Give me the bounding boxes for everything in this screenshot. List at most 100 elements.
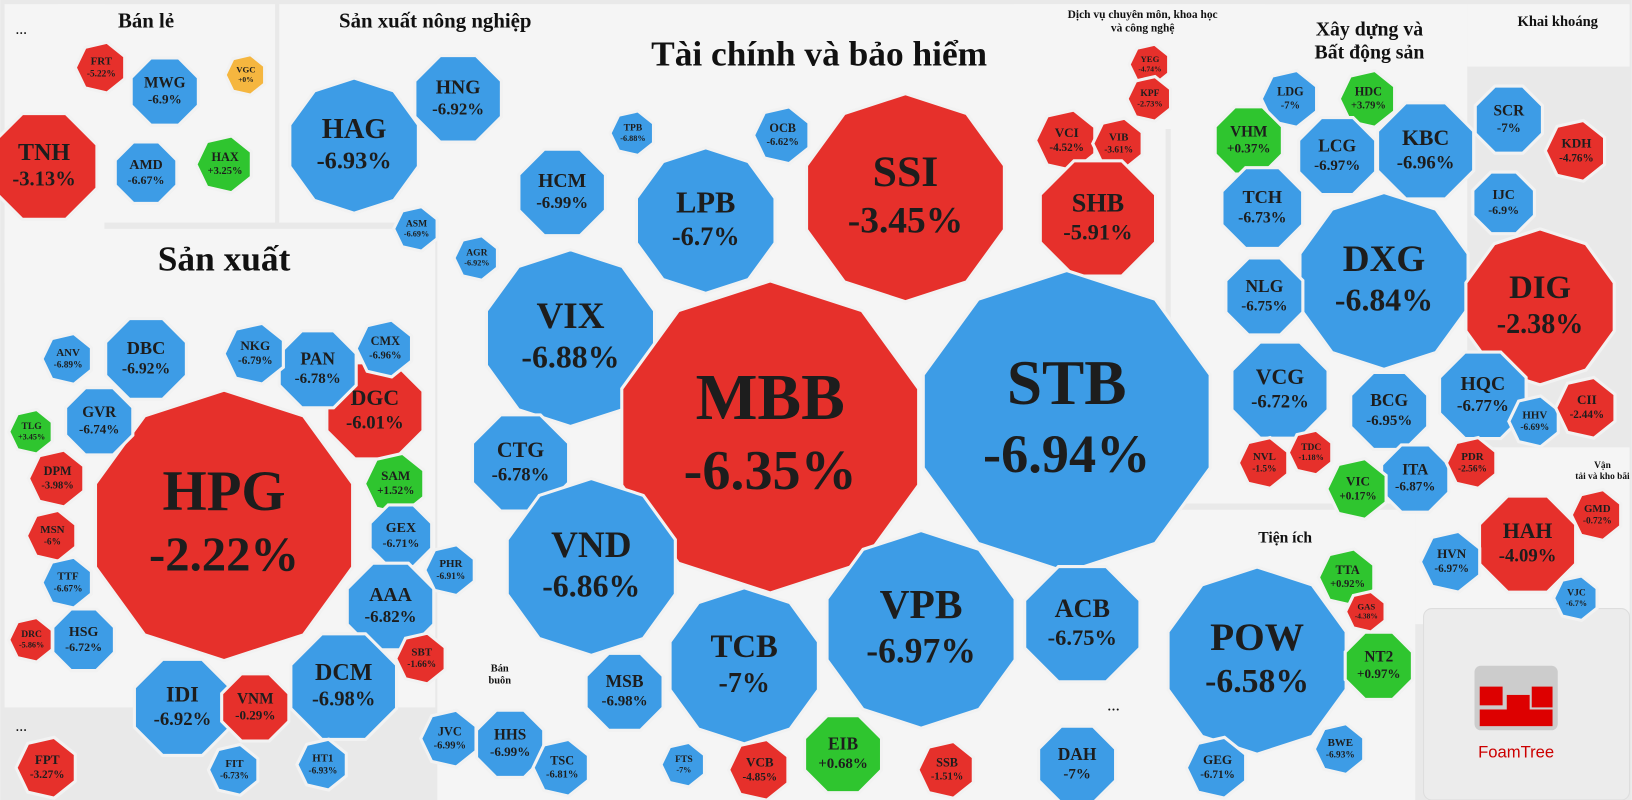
change: -6.92% bbox=[154, 709, 212, 730]
ticker: PHR bbox=[439, 558, 462, 570]
ticker: MWG bbox=[144, 74, 186, 91]
change: -7% bbox=[676, 765, 691, 774]
stock-cell: TCH -6.73% bbox=[1220, 166, 1305, 250]
change: -5.22% bbox=[87, 69, 116, 79]
stock-cell: IDI-6.92% bbox=[132, 657, 233, 758]
cell-shape bbox=[418, 708, 478, 769]
stock-cell: HHS-6.99% bbox=[474, 708, 546, 779]
ticker: FPT bbox=[35, 752, 60, 767]
stock-cell: VCB -4.85% bbox=[726, 737, 790, 800]
ticker: CII bbox=[1577, 392, 1597, 407]
group-title: … bbox=[15, 722, 26, 734]
change: -6.35% bbox=[684, 440, 857, 502]
stock-cell: MSB -6.98% bbox=[584, 651, 665, 732]
ticker: VCI bbox=[1055, 125, 1079, 140]
stock-cell: HCM-6.99% bbox=[517, 147, 608, 238]
ticker: CMX bbox=[371, 334, 400, 348]
stock-cell: LCG -6.97% bbox=[1297, 115, 1378, 197]
ticker: STB bbox=[1007, 348, 1127, 418]
ticker: ITA bbox=[1402, 461, 1428, 478]
change: -6.99% bbox=[434, 740, 466, 751]
change: -6.93% bbox=[317, 147, 392, 174]
change: -2.22% bbox=[149, 528, 299, 582]
cell-shape bbox=[51, 607, 116, 673]
cell-shape bbox=[1380, 443, 1451, 514]
stock-cell: DRC-5.86% bbox=[6, 615, 54, 664]
ticker: JVC bbox=[438, 724, 462, 738]
cell-shape bbox=[413, 53, 503, 144]
ticker: HAH bbox=[1503, 519, 1553, 543]
cell-shape bbox=[1551, 574, 1599, 623]
ticker: DIG bbox=[1509, 270, 1571, 306]
stock-cell: GVR-6.74% bbox=[64, 386, 135, 457]
ticker: SSB bbox=[936, 756, 958, 770]
change: -6.7% bbox=[672, 222, 740, 251]
stock-cell: ASM-6.69% bbox=[391, 204, 439, 253]
stock-cell: FPT -3.27% bbox=[14, 735, 77, 800]
change: -6.94% bbox=[983, 424, 1150, 484]
change: -6.73% bbox=[1238, 210, 1286, 227]
change: -6.89% bbox=[54, 361, 83, 371]
stock-cell: DPM -3.98% bbox=[26, 448, 86, 509]
ticker: HSG bbox=[69, 625, 99, 640]
stock-cell: FIT -6.73% bbox=[206, 742, 260, 797]
change: -0.72% bbox=[1583, 517, 1612, 527]
change: -6.97% bbox=[866, 630, 976, 670]
change: +1.52% bbox=[377, 485, 414, 497]
group-title: Xây dựng và bbox=[1316, 19, 1423, 41]
stock-cell: VHM+0.37% bbox=[1213, 105, 1284, 176]
ticker: NLG bbox=[1245, 276, 1283, 296]
change: -6.81% bbox=[546, 769, 578, 780]
cell-shape bbox=[194, 134, 253, 195]
change: -5.86% bbox=[19, 640, 44, 649]
ticker: BWE bbox=[1328, 737, 1353, 749]
cell-shape bbox=[1325, 456, 1388, 522]
change: -3.45% bbox=[848, 200, 963, 241]
cell-shape bbox=[1438, 350, 1528, 441]
change: -6.62% bbox=[767, 137, 799, 148]
change: -2.73% bbox=[1137, 99, 1162, 108]
change: -7% bbox=[1063, 767, 1090, 783]
stock-cell: MSN-6% bbox=[24, 508, 78, 563]
ticker: TCB bbox=[711, 629, 778, 665]
ticker: KDH bbox=[1562, 135, 1592, 150]
ticker: GEX bbox=[386, 521, 416, 536]
group-title: buôn bbox=[488, 675, 511, 686]
ticker: PAN bbox=[300, 349, 335, 369]
ticker: VND bbox=[551, 525, 631, 566]
stock-cell: BCG -6.95% bbox=[1349, 370, 1430, 451]
stock-cell: POW -6.58% bbox=[1166, 565, 1348, 756]
stock-cell: STB-6.94% bbox=[921, 268, 1212, 574]
change: +3.25% bbox=[208, 166, 243, 177]
cell-shape bbox=[26, 448, 86, 509]
ticker: VJC bbox=[1567, 588, 1586, 599]
ticker: AAA bbox=[369, 584, 412, 606]
ticker: SBT bbox=[411, 647, 432, 659]
ticker: DCM bbox=[315, 660, 372, 686]
ticker: EIB bbox=[828, 734, 858, 754]
cell-shape bbox=[659, 740, 707, 789]
stock-cell: MWG-6.9% bbox=[129, 56, 200, 127]
cell-shape bbox=[1343, 589, 1387, 634]
change: +0.92% bbox=[1330, 579, 1365, 590]
ticker: SAM bbox=[381, 468, 410, 483]
cell-shape bbox=[1569, 487, 1623, 543]
change: -1.18% bbox=[1299, 453, 1324, 462]
stock-cell: VPB-6.97% bbox=[825, 528, 1017, 730]
change: -6.9% bbox=[1488, 203, 1519, 217]
ticker: MBB bbox=[696, 362, 845, 434]
ticker: ANV bbox=[56, 347, 80, 359]
change: -6.71% bbox=[1200, 769, 1235, 781]
stock-cell: TNH -3.13% bbox=[0, 112, 99, 221]
cell-shape bbox=[1038, 159, 1158, 278]
change: -6.82% bbox=[365, 607, 417, 626]
ticker: AMD bbox=[129, 158, 162, 173]
stock-cell: VIX-6.88% bbox=[484, 248, 657, 429]
stock-cell: LPB -6.7% bbox=[634, 146, 777, 296]
cell-shape bbox=[751, 105, 811, 166]
ticker: POW bbox=[1210, 615, 1304, 659]
change: -6.72% bbox=[65, 640, 102, 654]
change: -6.71% bbox=[382, 536, 419, 550]
cell-shape bbox=[802, 714, 884, 795]
ticker: TPB bbox=[624, 123, 643, 134]
